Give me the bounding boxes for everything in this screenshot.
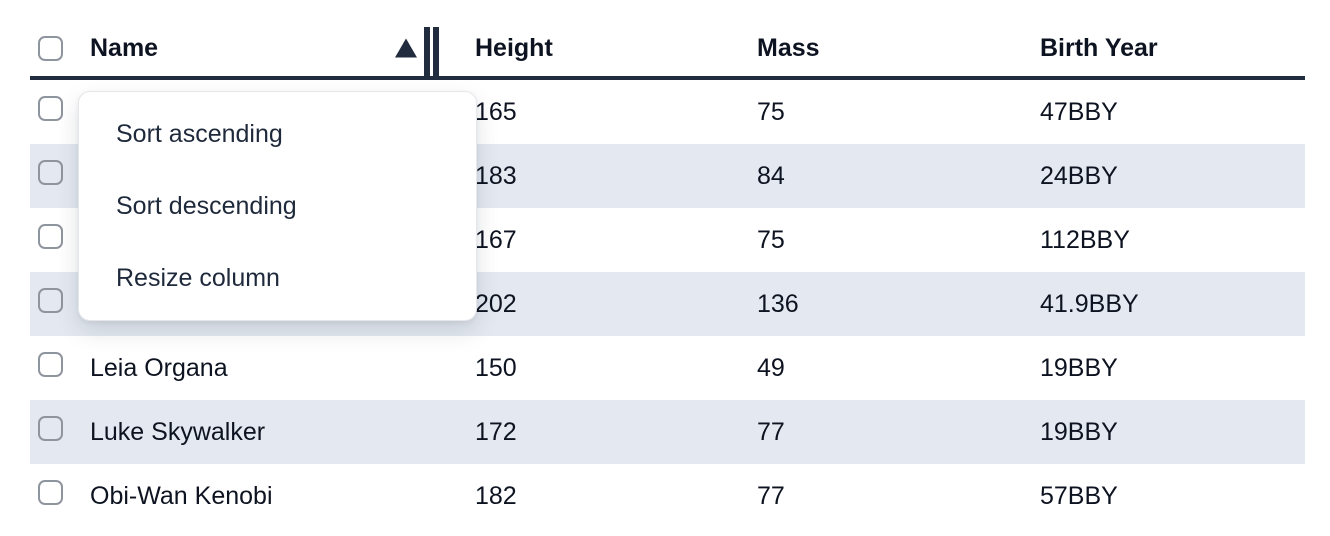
table-row[interactable]: Obi-Wan Kenobi 182 77 57BBY — [30, 464, 1305, 510]
cell-birth-year: 41.9BBY — [1040, 289, 1139, 318]
row-checkbox-cell — [30, 288, 90, 320]
cell-height: 183 — [475, 161, 517, 190]
row-checkbox-cell — [30, 160, 90, 192]
row-checkbox-cell — [30, 96, 90, 128]
cell-height: 202 — [475, 289, 517, 318]
column-context-menu: Sort ascending Sort descending Resize co… — [78, 91, 477, 321]
cell-birth-year: 19BBY — [1040, 353, 1118, 382]
row-checkbox-cell — [30, 352, 90, 384]
column-header-height[interactable]: Height — [475, 33, 553, 62]
row-checkbox-cell — [30, 224, 90, 256]
table-row[interactable]: 165 75 47BBY — [30, 80, 1305, 144]
context-menu-item[interactable]: Sort ascending — [116, 119, 283, 148]
row-checkbox[interactable] — [38, 160, 63, 185]
sort-ascending-icon — [395, 38, 417, 58]
table-row[interactable]: Luke Skywalker 172 77 19BBY — [30, 400, 1305, 464]
table-row[interactable]: 167 75 112BBY — [30, 208, 1305, 272]
resize-bar-icon — [424, 27, 430, 77]
context-menu-item[interactable]: Sort descending — [116, 191, 297, 220]
context-menu-item[interactable]: Resize column — [116, 263, 280, 292]
column-resize-handle[interactable] — [424, 27, 439, 77]
header-checkbox-cell — [30, 20, 90, 76]
cell-mass: 49 — [757, 353, 785, 382]
cell-mass: 84 — [757, 161, 785, 190]
column-header-name-label: Name — [90, 33, 159, 62]
cell-birth-year: 24BBY — [1040, 161, 1118, 190]
cell-mass: 77 — [757, 417, 785, 446]
cell-height: 182 — [475, 481, 517, 510]
cell-mass: 77 — [757, 481, 785, 510]
cell-birth-year: 19BBY — [1040, 417, 1118, 446]
cell-birth-year: 112BBY — [1040, 225, 1130, 254]
cell-birth-year: 47BBY — [1040, 97, 1118, 126]
cell-birth-year: 57BBY — [1040, 481, 1118, 510]
row-checkbox[interactable] — [38, 96, 63, 121]
row-checkbox[interactable] — [38, 352, 63, 377]
cell-height: 172 — [475, 417, 517, 446]
cell-name: Luke Skywalker — [90, 417, 266, 446]
select-all-checkbox[interactable] — [38, 35, 63, 61]
cell-height: 165 — [475, 97, 517, 126]
cell-height: 167 — [475, 225, 517, 254]
row-checkbox-cell — [30, 416, 90, 448]
column-header-name[interactable]: Name — [90, 20, 475, 77]
row-checkbox[interactable] — [38, 416, 63, 441]
row-checkbox[interactable] — [38, 224, 63, 249]
table-header-row: Name Height Mass Birth Year — [30, 20, 1305, 80]
cell-mass: 75 — [757, 225, 785, 254]
row-checkbox[interactable] — [38, 480, 63, 505]
row-checkbox[interactable] — [38, 288, 63, 313]
table-row[interactable]: Leia Organa 150 49 19BBY — [30, 336, 1305, 400]
column-header-mass[interactable]: Mass — [757, 33, 820, 62]
resize-bar-icon — [433, 27, 439, 77]
cell-name: Obi-Wan Kenobi — [90, 481, 273, 510]
cell-height: 150 — [475, 353, 517, 382]
cell-mass: 75 — [757, 97, 785, 126]
column-header-birth-year[interactable]: Birth Year — [1040, 33, 1158, 62]
row-checkbox-cell — [30, 480, 90, 510]
cell-mass: 136 — [757, 289, 799, 318]
cell-name: Leia Organa — [90, 353, 228, 382]
